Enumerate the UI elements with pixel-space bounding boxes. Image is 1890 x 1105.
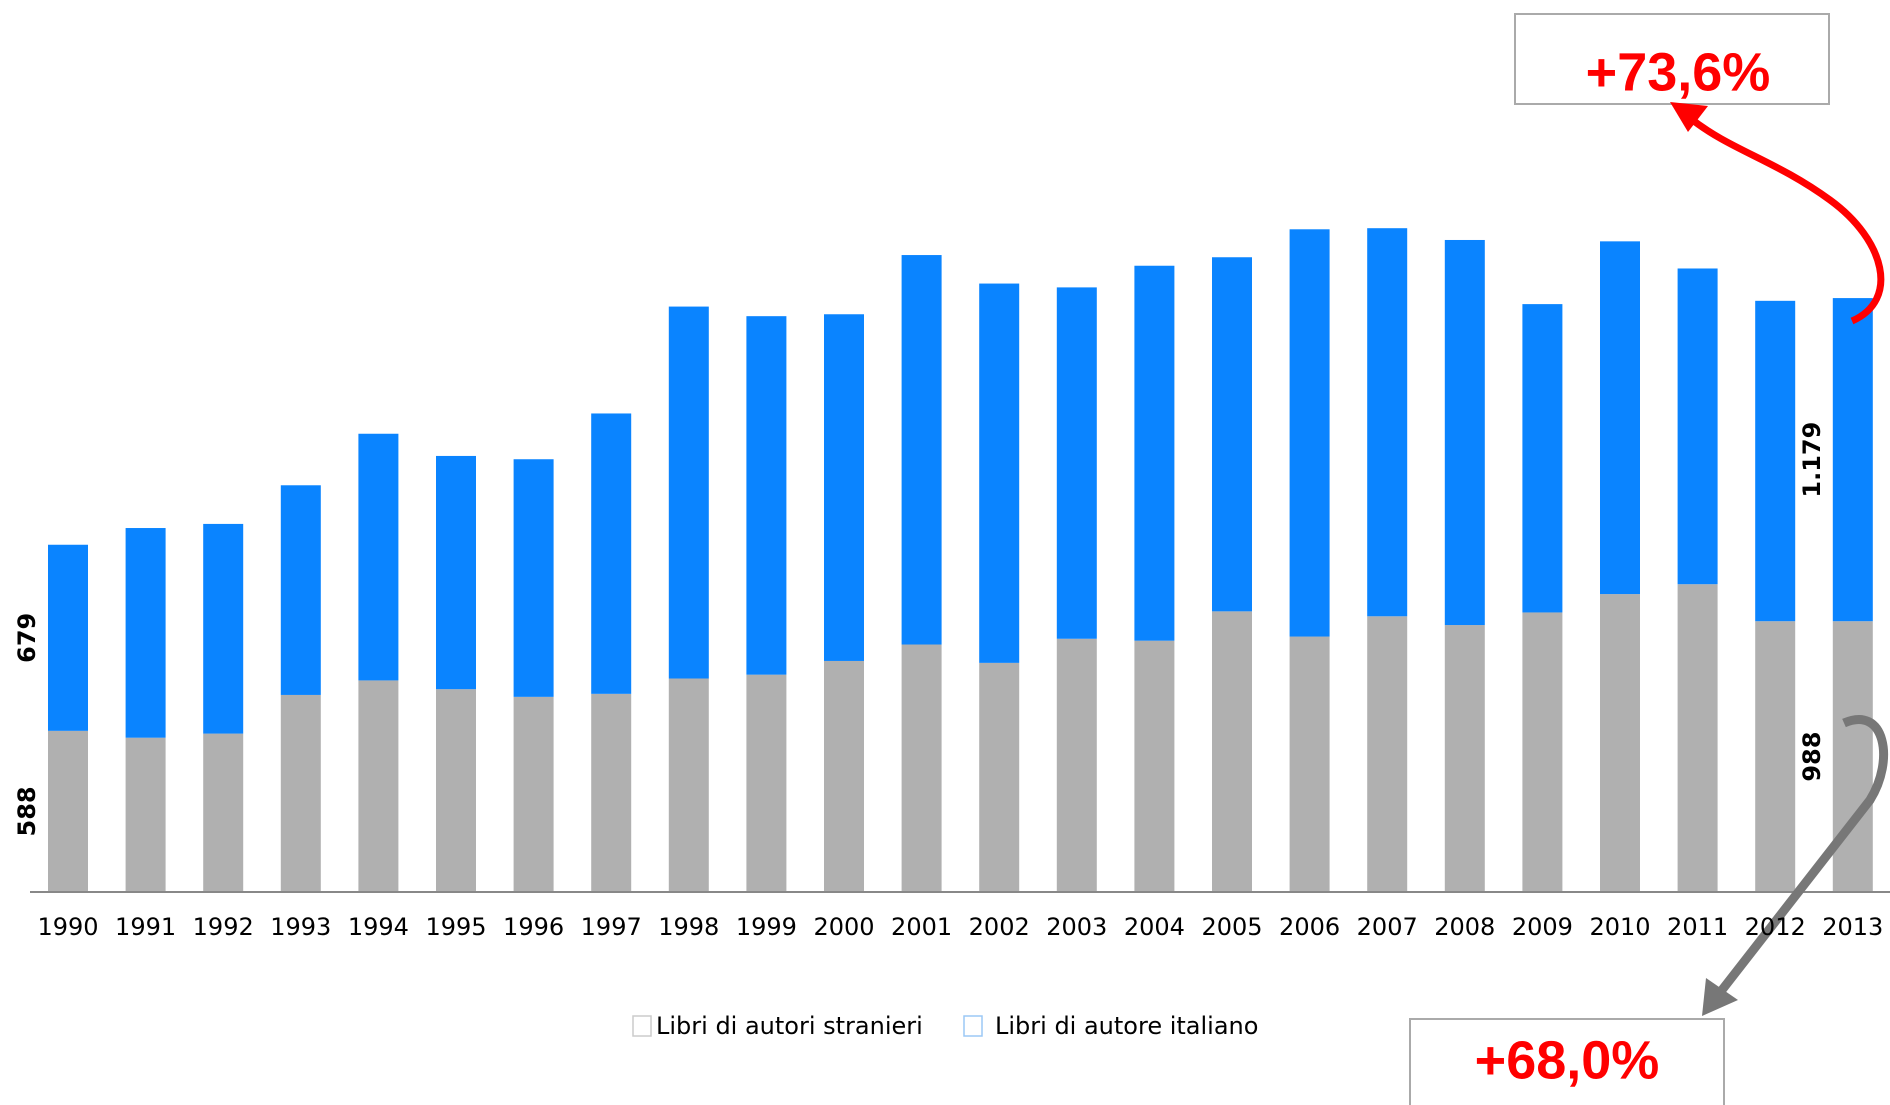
x-tick-label: 1998 bbox=[658, 913, 719, 941]
x-tick-label: 1999 bbox=[736, 913, 797, 941]
bar-segment bbox=[1134, 640, 1175, 892]
data-label: 679 bbox=[13, 613, 41, 663]
x-tick-label: 2000 bbox=[813, 913, 874, 941]
bar-segment bbox=[436, 455, 476, 690]
x-tick-label: 1996 bbox=[503, 913, 564, 941]
bar-segment bbox=[436, 689, 476, 892]
x-tick-label: 2007 bbox=[1357, 913, 1418, 941]
bar-segment bbox=[203, 733, 244, 892]
bar-segment bbox=[1832, 298, 1873, 622]
legend-label: Libri di autore italiano bbox=[995, 1012, 1258, 1040]
bar-segment bbox=[1289, 229, 1330, 637]
bar-segment bbox=[901, 644, 942, 892]
x-tick-label: 2010 bbox=[1589, 913, 1650, 941]
x-tick-label: 1994 bbox=[348, 913, 409, 941]
bar-segment bbox=[1600, 241, 1640, 595]
bar-segment bbox=[513, 696, 554, 892]
bar-segment bbox=[1677, 268, 1718, 585]
bar-segment bbox=[358, 680, 399, 892]
bar-segment bbox=[979, 662, 1020, 892]
x-tick-label: 2005 bbox=[1201, 913, 1262, 941]
bar-segment bbox=[591, 693, 632, 892]
bar-segment bbox=[1367, 228, 1408, 617]
bar-segment bbox=[1444, 239, 1485, 626]
x-tick-label: 2009 bbox=[1512, 913, 1573, 941]
bar-segment bbox=[668, 306, 709, 679]
arrow bbox=[1687, 115, 1885, 325]
bar-segment bbox=[48, 544, 88, 731]
bar-segment bbox=[901, 255, 942, 645]
plot bbox=[48, 228, 1873, 892]
annotation: +68,0% bbox=[1475, 1030, 1660, 1090]
bar-segment bbox=[1832, 621, 1873, 892]
x-tick-label: 1992 bbox=[193, 913, 254, 941]
bar-segment bbox=[746, 674, 787, 892]
bar-segment bbox=[824, 660, 864, 892]
x-tick-label: 2012 bbox=[1745, 913, 1806, 941]
bar-segment bbox=[513, 459, 554, 697]
legend-swatch bbox=[963, 1015, 983, 1037]
bar-segment bbox=[1212, 257, 1252, 612]
bar-segment bbox=[48, 730, 88, 892]
bar-segment bbox=[1522, 612, 1563, 892]
x-tick-label: 2002 bbox=[969, 913, 1030, 941]
arrowhead bbox=[1670, 102, 1708, 132]
x-tick-label: 1995 bbox=[425, 913, 486, 941]
bar-segment bbox=[746, 316, 787, 675]
bar-segment bbox=[1755, 621, 1796, 892]
x-tick-label: 1991 bbox=[115, 913, 176, 941]
bar-segment bbox=[125, 528, 166, 738]
bar-segment bbox=[1522, 304, 1563, 613]
bar-segment bbox=[1677, 584, 1718, 892]
x-tick-label: 2004 bbox=[1124, 913, 1185, 941]
x-tick-label: 2001 bbox=[891, 913, 952, 941]
bar-segment bbox=[979, 283, 1020, 663]
bar-segment bbox=[280, 485, 321, 695]
bar-segment bbox=[280, 694, 321, 892]
bar-segment bbox=[668, 678, 709, 892]
bar-segment bbox=[1367, 616, 1408, 892]
x-tick-label: 2013 bbox=[1822, 913, 1883, 941]
bar-segment bbox=[203, 523, 244, 734]
annotation-box bbox=[1409, 1018, 1725, 1105]
annotation-box bbox=[1514, 13, 1830, 105]
data-label: 1.179 bbox=[1798, 422, 1826, 498]
bar-segment bbox=[358, 433, 399, 681]
legend-swatch bbox=[632, 1015, 652, 1037]
arrowhead bbox=[1702, 978, 1738, 1016]
x-tick-label: 2003 bbox=[1046, 913, 1107, 941]
annotation: +73,6% bbox=[1586, 42, 1771, 102]
bar-segment bbox=[1056, 287, 1097, 639]
bar-segment bbox=[125, 737, 166, 892]
bar-segment bbox=[1444, 625, 1485, 892]
bar-segment bbox=[1056, 638, 1097, 892]
x-tick-label: 2006 bbox=[1279, 913, 1340, 941]
x-tick-label: 1990 bbox=[37, 913, 98, 941]
bar-segment bbox=[591, 413, 632, 694]
bar-segment bbox=[1212, 611, 1252, 892]
arrow bbox=[1718, 715, 1889, 993]
bar-segment bbox=[1600, 594, 1640, 892]
bar-segment bbox=[824, 314, 864, 661]
data-label: 988 bbox=[1798, 732, 1826, 782]
x-tick-label: 1997 bbox=[581, 913, 642, 941]
bar-segment bbox=[1134, 265, 1175, 641]
x-tick-label: 1993 bbox=[270, 913, 331, 941]
data-label: 588 bbox=[13, 786, 41, 836]
legend-label: Libri di autori stranieri bbox=[656, 1012, 923, 1040]
bar-segment bbox=[1289, 636, 1330, 892]
x-tick-label: 2011 bbox=[1667, 913, 1728, 941]
bar-segment bbox=[1755, 300, 1796, 622]
x-tick-label: 2008 bbox=[1434, 913, 1495, 941]
